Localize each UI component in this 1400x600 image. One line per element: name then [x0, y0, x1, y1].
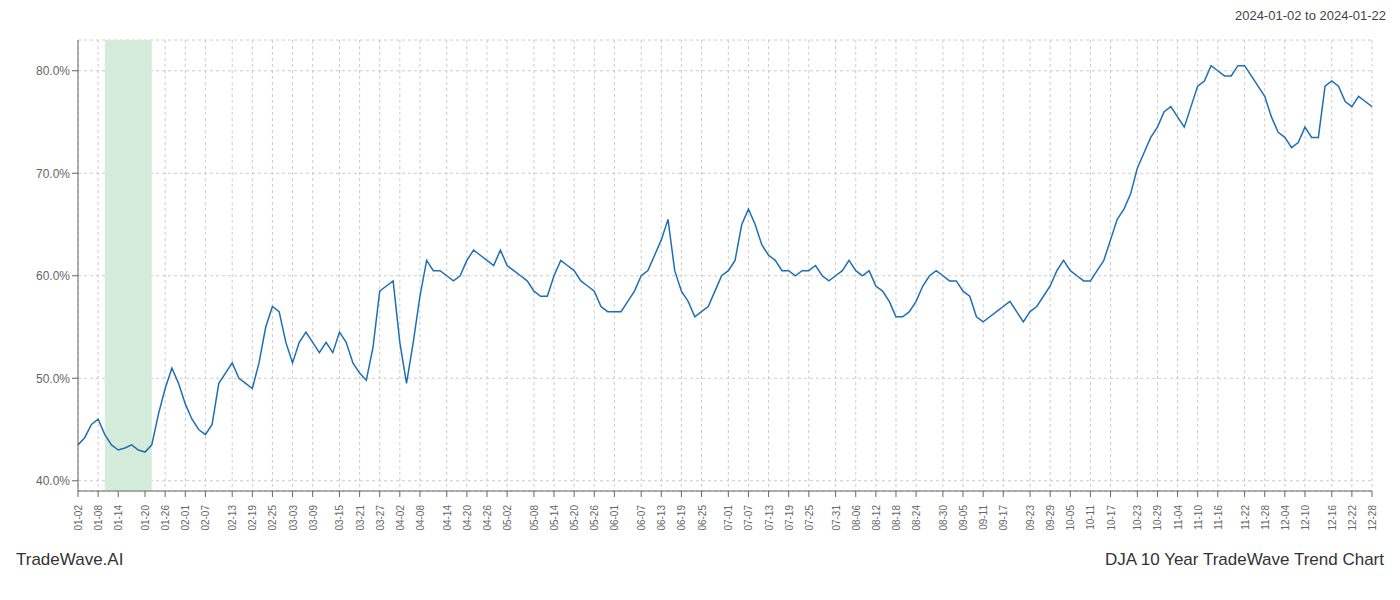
svg-text:04-02: 04-02 — [395, 505, 406, 531]
svg-text:12-10: 12-10 — [1300, 505, 1311, 531]
svg-text:01-08: 01-08 — [93, 505, 104, 531]
svg-text:60.0%: 60.0% — [36, 269, 70, 283]
svg-text:10-29: 10-29 — [1152, 505, 1163, 531]
html-text:DJA 10 Year TradeWave Trend Ch: DJA 10 Year TradeWave Trend Chart — [1104, 550, 1384, 569]
svg-text:11-16: 11-16 — [1213, 505, 1224, 530]
svg-text:06-19: 06-19 — [676, 505, 687, 531]
svg-text:11-10: 11-10 — [1193, 505, 1204, 530]
svg-text:07-25: 07-25 — [804, 505, 815, 531]
svg-text:02-01: 02-01 — [180, 505, 191, 531]
svg-text:06-13: 06-13 — [656, 505, 667, 531]
svg-text:08-12: 08-12 — [871, 505, 882, 531]
svg-text:08-30: 08-30 — [938, 505, 949, 531]
svg-text:10-23: 10-23 — [1132, 505, 1143, 531]
svg-text:70.0%: 70.0% — [36, 167, 70, 181]
svg-text:06-01: 06-01 — [609, 505, 620, 531]
svg-text:02-07: 02-07 — [200, 505, 211, 531]
svg-text:04-26: 04-26 — [482, 505, 493, 531]
svg-text:80.0%: 80.0% — [36, 64, 70, 78]
html-text:TradeWave.AI: TradeWave.AI — [16, 550, 124, 569]
svg-text:05-14: 05-14 — [549, 505, 560, 531]
svg-text:07-31: 07-31 — [831, 505, 842, 531]
svg-text:09-17: 09-17 — [998, 505, 1009, 531]
svg-text:01-02: 01-02 — [73, 505, 84, 531]
svg-text:09-11: 09-11 — [978, 505, 989, 530]
svg-text:06-07: 06-07 — [636, 505, 647, 531]
html-text:2024-01-02 to 2024-01-22: 2024-01-02 to 2024-01-22 — [1234, 8, 1386, 23]
svg-text:03-09: 03-09 — [308, 505, 319, 531]
svg-text:01-26: 01-26 — [160, 505, 171, 531]
svg-text:50.0%: 50.0% — [36, 372, 70, 386]
svg-text:11-28: 11-28 — [1260, 505, 1271, 530]
svg-text:04-08: 04-08 — [415, 505, 426, 531]
svg-text:02-19: 02-19 — [247, 505, 258, 531]
svg-text:10-17: 10-17 — [1106, 505, 1117, 531]
svg-text:11-22: 11-22 — [1240, 505, 1251, 530]
svg-text:40.0%: 40.0% — [36, 474, 70, 488]
svg-text:03-03: 03-03 — [288, 505, 299, 531]
svg-text:07-19: 07-19 — [784, 505, 795, 531]
svg-text:10-11: 10-11 — [1085, 505, 1096, 530]
svg-text:01-20: 01-20 — [140, 505, 151, 531]
svg-text:05-26: 05-26 — [589, 505, 600, 531]
svg-text:07-13: 07-13 — [764, 505, 775, 531]
svg-text:01-14: 01-14 — [113, 505, 124, 531]
svg-text:10-05: 10-05 — [1065, 505, 1076, 531]
svg-text:05-08: 05-08 — [529, 505, 540, 531]
svg-text:02-25: 02-25 — [267, 505, 278, 531]
svg-text:11-04: 11-04 — [1173, 505, 1184, 530]
svg-text:08-06: 08-06 — [851, 505, 862, 531]
svg-text:08-24: 08-24 — [911, 505, 922, 531]
svg-text:03-21: 03-21 — [355, 505, 366, 531]
svg-text:04-14: 04-14 — [442, 505, 453, 531]
svg-text:12-22: 12-22 — [1347, 505, 1358, 531]
svg-text:09-29: 09-29 — [1045, 505, 1056, 531]
svg-text:05-20: 05-20 — [569, 505, 580, 531]
svg-text:12-16: 12-16 — [1327, 505, 1338, 531]
svg-text:06-25: 06-25 — [697, 505, 708, 531]
svg-text:08-18: 08-18 — [891, 505, 902, 531]
svg-text:09-23: 09-23 — [1025, 505, 1036, 531]
svg-text:12-28: 12-28 — [1367, 505, 1378, 531]
svg-text:03-27: 03-27 — [375, 505, 386, 531]
svg-text:07-07: 07-07 — [743, 505, 754, 531]
svg-text:02-13: 02-13 — [227, 505, 238, 531]
svg-text:05-02: 05-02 — [502, 505, 513, 531]
svg-text:09-05: 09-05 — [958, 505, 969, 531]
svg-text:12-04: 12-04 — [1280, 505, 1291, 531]
svg-text:07-01: 07-01 — [723, 505, 734, 531]
svg-text:04-20: 04-20 — [462, 505, 473, 531]
svg-text:03-15: 03-15 — [334, 505, 345, 531]
